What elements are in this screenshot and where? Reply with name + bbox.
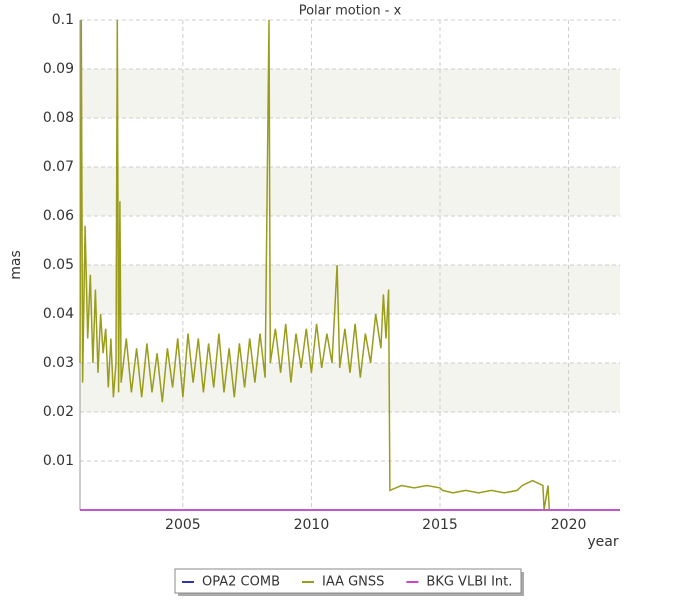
y-tick-label: 0.06 <box>43 208 74 224</box>
x-axis-label: year <box>587 534 618 550</box>
legend-label: OPA2 COMB <box>202 575 280 590</box>
legend-item: OPA2 COMB <box>182 575 280 590</box>
legend: OPA2 COMB IAA GNSS BKG VLBI Int. <box>174 568 524 596</box>
y-tick-label: 0.02 <box>43 404 74 420</box>
x-tick-label: 2005 <box>165 517 201 533</box>
y-tick-label: 0.09 <box>43 61 74 77</box>
y-tick-label: 0.1 <box>52 12 74 28</box>
legend-box <box>174 568 522 594</box>
legend-label: BKG VLBI Int. <box>426 575 512 590</box>
x-tick-label: 2010 <box>294 517 330 533</box>
y-axis-label: mas <box>8 250 24 280</box>
band <box>80 167 620 216</box>
x-tick-label: 2015 <box>422 517 458 533</box>
plot-background <box>80 69 620 412</box>
y-tick-label: 0.07 <box>43 159 74 175</box>
x-tick-label: 2020 <box>551 517 587 533</box>
y-tick-label: 0.05 <box>43 257 74 273</box>
y-tick-label: 0.01 <box>43 453 74 469</box>
y-tick-label: 0.04 <box>43 306 74 322</box>
y-tick-label: 0.03 <box>43 355 74 371</box>
series-line <box>79 19 551 511</box>
y-tick-label: 0.08 <box>43 110 74 126</box>
band <box>80 265 620 314</box>
legend-item: IAA GNSS <box>301 575 384 590</box>
chart-title: Polar motion - x <box>299 4 402 19</box>
band <box>80 69 620 118</box>
legend-item: BKG VLBI Int. <box>406 575 512 590</box>
legend-label: IAA GNSS <box>322 575 384 590</box>
